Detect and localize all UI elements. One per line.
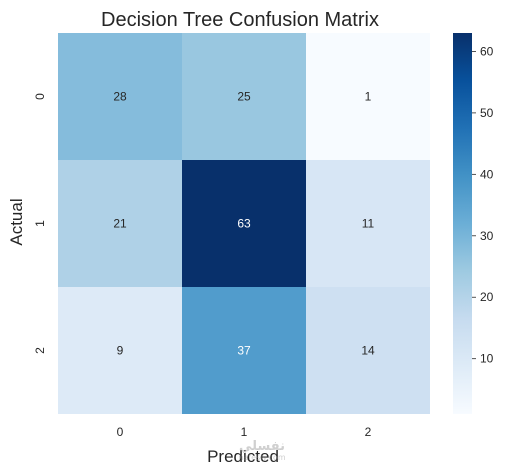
colorbar-tick-label: 50 (480, 106, 494, 120)
y-tick-label: 1 (33, 220, 47, 227)
y-tick-label: 0 (33, 93, 47, 100)
heatmap-cell (182, 287, 306, 414)
heatmap-cell (306, 287, 430, 414)
cell-value-label: 9 (117, 344, 124, 358)
cell-value-label: 1 (365, 90, 372, 104)
watermark-domain: nafesly.com (238, 453, 286, 462)
heatmap-cell (306, 33, 430, 160)
heatmap-cell (182, 160, 306, 287)
colorbar-tick-labels: 10 20 30 40 50 60 (472, 44, 494, 366)
colorbar-tick-label: 40 (480, 167, 494, 181)
heatmap-cell (182, 33, 306, 160)
cell-value-label: 21 (113, 217, 127, 231)
watermark: نفسلي nafesly.com (222, 440, 302, 462)
colorbar-tick-label: 20 (480, 290, 494, 304)
cell-value-label: 11 (362, 217, 375, 231)
colorbar-tick-label: 30 (480, 229, 494, 243)
watermark-text: نفسلي (239, 439, 285, 454)
colorbar-gradient (453, 33, 472, 414)
heatmap-cell (58, 160, 182, 287)
x-tick-label: 1 (241, 425, 248, 439)
colorbar: 10 20 30 40 50 60 (453, 33, 494, 414)
heatmap-cell (306, 160, 430, 287)
colorbar-tick-label: 60 (480, 44, 494, 58)
cell-value-label: 14 (361, 344, 375, 358)
heatmap-cells: 28 25 1 21 63 11 9 37 14 (58, 33, 430, 414)
heatmap-cell (58, 33, 182, 160)
y-tick-labels: 0 1 2 (33, 93, 47, 354)
x-tick-label: 2 (365, 425, 372, 439)
x-tick-label: 0 (117, 425, 124, 439)
cell-value-label: 25 (237, 90, 251, 104)
x-tick-labels: 0 1 2 (117, 425, 372, 439)
heatmap-cell (58, 287, 182, 414)
x-axis-label: Predicted (207, 447, 279, 466)
y-tick-label: 2 (33, 347, 47, 354)
cell-value-label: 63 (237, 217, 251, 231)
cell-value-label: 28 (113, 90, 127, 104)
chart-title: Decision Tree Confusion Matrix (101, 9, 379, 31)
y-axis-label: Actual (7, 198, 26, 245)
cell-value-label: 37 (237, 344, 251, 358)
colorbar-tick-label: 10 (480, 352, 494, 366)
